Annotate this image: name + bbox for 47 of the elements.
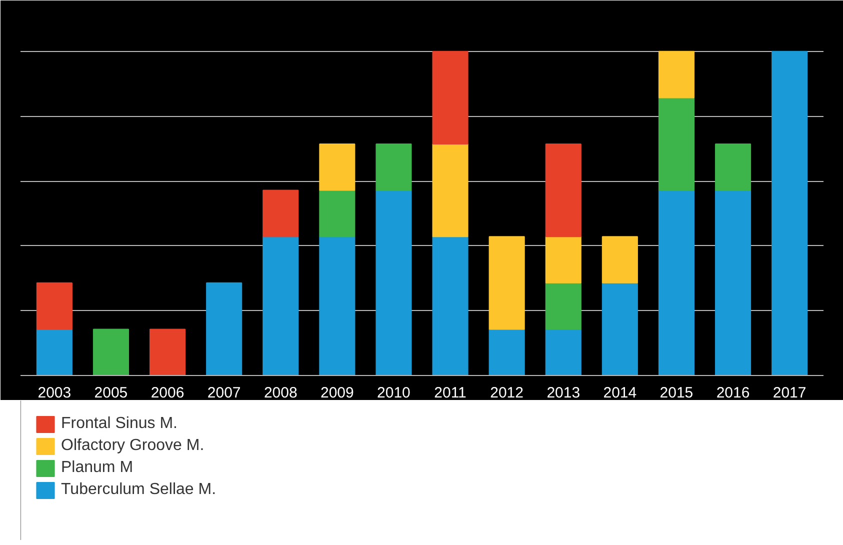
x-tick-label: 2003 [38,384,72,402]
legend-label: Olfactory Groove M. [61,437,204,455]
bar [36,282,72,330]
bar [432,236,468,376]
bar [92,328,130,376]
bar [262,190,299,238]
bar [432,144,468,238]
x-tick-label: 2014 [603,384,637,402]
bar [432,50,468,145]
legend-label: Planum M [61,459,134,477]
x-tick-label: 2012 [490,384,524,402]
bar [658,190,694,376]
bar [714,190,752,376]
bar [262,236,299,376]
bar [545,282,582,330]
x-tick-label: 2016 [716,384,750,402]
bar [319,236,356,376]
x-tick-label: 2005 [94,384,128,402]
x-tick-label: 2008 [264,384,298,402]
x-tick-label: 2007 [207,384,241,402]
bar [376,190,412,376]
bar [376,144,412,191]
x-tick-label: 2010 [377,384,410,402]
bar [319,190,356,238]
bar [545,328,582,376]
legend-label: Tuberculum Sellae M. [61,481,216,499]
bar [206,282,242,376]
bar [36,328,72,376]
bar [545,236,582,284]
bar [658,50,694,98]
x-tick-label: 2011 [434,384,466,402]
bar [772,50,808,376]
x-tick-label: 2015 [660,384,694,402]
x-tick-label: 2017 [772,384,806,402]
bar [319,143,356,191]
x-tick-label: 2009 [320,384,354,402]
bar [488,328,525,376]
bar [602,236,638,284]
bar [488,236,525,330]
bar [545,143,582,238]
bar [658,97,694,191]
x-tick-label: 2013 [546,384,580,402]
bar [150,328,186,376]
x-tick-label: 2006 [150,384,184,402]
legend-label: Frontal Sinus M. [61,415,178,433]
bar [714,144,752,191]
bar [602,282,638,376]
